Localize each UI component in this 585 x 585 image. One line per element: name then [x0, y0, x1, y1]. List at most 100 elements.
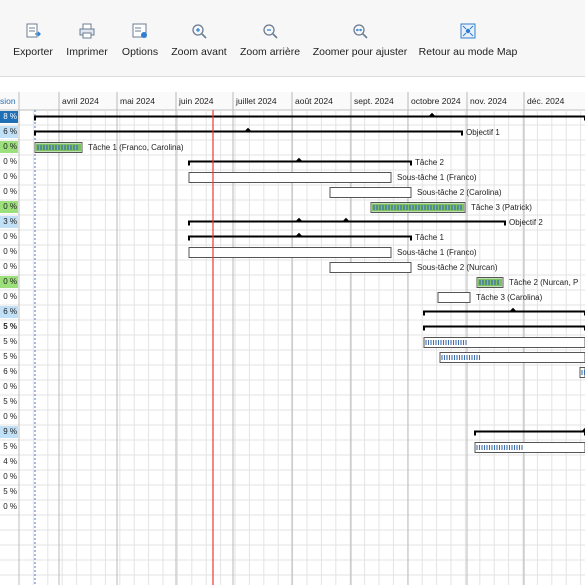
summary-bracket [34, 115, 585, 121]
task-label: Sous-tâche 1 (Franco) [397, 247, 477, 257]
task-label: Objectif 2 [509, 217, 543, 227]
export-label: Exporter [13, 46, 53, 58]
task-label: Sous-tâche 2 (Carolina) [417, 187, 502, 197]
completion-cell[interactable]: 6 % [3, 367, 17, 376]
completion-cell[interactable]: 0 % [3, 502, 17, 511]
task-label: Tâche 2 [415, 157, 444, 167]
zoom-in-button[interactable]: Zoom avant [170, 22, 228, 66]
completion-cell[interactable]: 0 % [3, 157, 17, 166]
task-bar [329, 187, 412, 198]
completion-cell[interactable]: 5 % [3, 322, 17, 331]
milestone-marker [342, 217, 350, 222]
completion-cell[interactable]: 0 % [3, 172, 17, 181]
task-bar [423, 337, 585, 348]
task-label: Tâche 2 (Nurcan, P [509, 277, 579, 287]
completion-cell[interactable]: 6 % [0, 126, 18, 138]
summary-bracket [423, 325, 585, 331]
milestone-marker [295, 217, 303, 222]
completion-cell[interactable]: 0 % [0, 201, 18, 213]
summary-bracket [188, 235, 412, 241]
export-button[interactable]: Exporter [10, 22, 56, 66]
month-label: juillet 2024 [236, 96, 277, 106]
month-label: juin 2024 [179, 96, 214, 106]
task-label: Objectif 1 [466, 127, 500, 137]
task-label: Tâche 3 (Carolina) [476, 292, 543, 302]
zoom-out-button[interactable]: Zoom arrière [238, 22, 302, 66]
completion-cell[interactable]: 6 % [0, 306, 18, 318]
month-label: déc. 2024 [527, 96, 565, 106]
completion-cell[interactable]: 0 % [3, 412, 17, 421]
gantt-bars [34, 110, 585, 585]
map-mode-label: Retour au mode Map [418, 46, 518, 58]
completion-cell[interactable]: 0 % [3, 232, 17, 241]
month-label: mai 2024 [120, 96, 155, 106]
zoom-out-label: Zoom arrière [239, 46, 301, 58]
task-label: Tâche 3 (Patrick) [471, 202, 532, 212]
task-label: Sous-tâche 1 (Franco) [397, 172, 477, 182]
completion-cell[interactable]: 0 % [3, 247, 17, 256]
export-icon [26, 23, 41, 38]
month-label: sept. 2024 [354, 96, 394, 106]
zoom-out-icon [263, 24, 278, 39]
milestone-marker [244, 127, 252, 132]
milestone-marker [428, 112, 436, 117]
task-bar [329, 262, 412, 273]
zoom-in-icon [192, 24, 207, 39]
task-bar [474, 442, 585, 453]
completion-cell[interactable]: 3 % [0, 216, 18, 228]
completion-cell[interactable]: 4 % [3, 457, 17, 466]
options-button[interactable]: Options [119, 22, 161, 66]
completion-cell[interactable]: 0 % [3, 262, 17, 271]
options-label: Options [121, 46, 159, 58]
completion-cell[interactable]: 5 % [3, 442, 17, 451]
task-label: Sous-tâche 2 (Nurcan) [417, 262, 498, 272]
options-icon [132, 23, 147, 38]
completion-cell[interactable]: 0 % [0, 276, 18, 288]
month-label: octobre 2024 [411, 96, 461, 106]
gantt-grid [0, 92, 585, 585]
zoom-fit-icon [353, 24, 368, 39]
task-bar [439, 352, 585, 363]
print-button[interactable]: Imprimer [64, 22, 110, 66]
summary-bracket [423, 310, 585, 316]
summary-bracket [188, 220, 506, 226]
completion-cell[interactable]: 5 % [3, 487, 17, 496]
task-bar-fill [478, 278, 502, 287]
task-bar [437, 292, 471, 303]
completion-cell[interactable]: 0 % [3, 292, 17, 301]
month-label: nov. 2024 [470, 96, 507, 106]
summary-bracket [34, 130, 463, 136]
milestone-marker [295, 157, 303, 162]
task-label: Tâche 1 (Franco, Carolina) [88, 142, 184, 152]
column-header-truncated: sion [0, 96, 16, 106]
month-label: avril 2024 [62, 96, 99, 106]
zoom-fit-button[interactable]: Zoomer pour ajuster [312, 22, 408, 66]
summary-bracket [474, 430, 585, 436]
zoom-fit-label: Zoomer pour ajuster [312, 46, 408, 58]
map-mode-button[interactable]: Retour au mode Map [418, 22, 518, 66]
completion-cell[interactable]: 0 % [3, 382, 17, 391]
completion-cell[interactable]: 5 % [3, 337, 17, 346]
print-icon [79, 23, 95, 39]
completion-cell[interactable]: 9 % [0, 426, 18, 438]
completion-cell[interactable]: 8 % [0, 111, 18, 123]
timeline-header: sion avril 2024 mai 2024 juin 2024 juillet … [0, 92, 585, 110]
summary-bracket [188, 160, 412, 166]
toolbar: Exporter Imprimer Options Zoom avant [0, 0, 585, 77]
completion-cell[interactable]: 0 % [0, 141, 18, 153]
completion-cell[interactable]: 0 % [3, 472, 17, 481]
task-label: Tâche 1 [415, 232, 444, 242]
task-bar-fill [372, 203, 464, 212]
zoom-in-label: Zoom avant [171, 46, 227, 58]
task-bar [188, 172, 392, 183]
gantt-chart: sion avril 2024 mai 2024 juin 2024 juillet … [0, 92, 585, 585]
month-label: août 2024 [295, 96, 333, 106]
milestone-marker [295, 232, 303, 237]
milestone-marker [509, 307, 517, 312]
milestone-marker [581, 427, 585, 432]
completion-cell[interactable]: 5 % [3, 352, 17, 361]
task-bar [188, 247, 392, 258]
map-mode-icon [460, 23, 476, 39]
completion-cell[interactable]: 5 % [3, 397, 17, 406]
completion-cell[interactable]: 0 % [3, 187, 17, 196]
